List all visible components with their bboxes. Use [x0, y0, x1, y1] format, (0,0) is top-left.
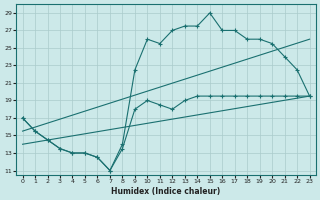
- X-axis label: Humidex (Indice chaleur): Humidex (Indice chaleur): [111, 187, 221, 196]
